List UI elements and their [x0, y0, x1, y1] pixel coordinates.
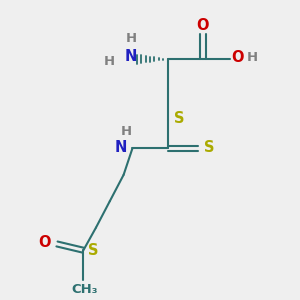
Text: O: O [232, 50, 244, 65]
Text: O: O [196, 18, 209, 33]
Text: N: N [125, 49, 137, 64]
Text: O: O [38, 235, 51, 250]
Text: S: S [204, 140, 214, 155]
Text: S: S [88, 243, 99, 258]
Text: S: S [174, 111, 184, 126]
Text: CH₃: CH₃ [71, 283, 98, 296]
Text: H: H [247, 51, 258, 64]
Text: H: H [104, 55, 115, 68]
Text: N: N [115, 140, 128, 155]
Text: H: H [126, 32, 137, 45]
Text: H: H [121, 125, 132, 138]
